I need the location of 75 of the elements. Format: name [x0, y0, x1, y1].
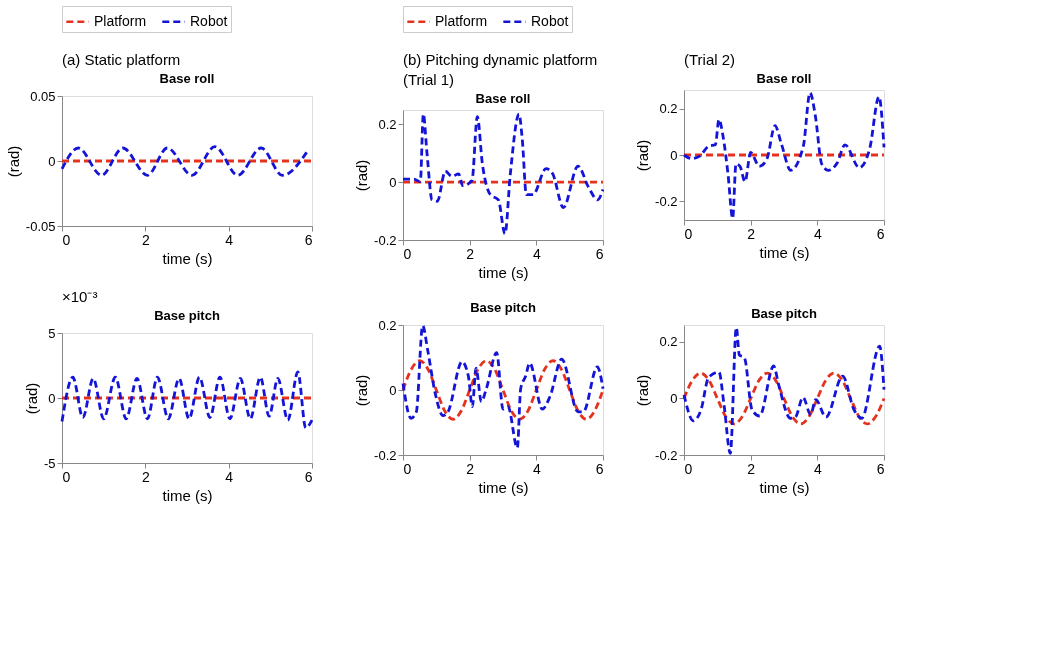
legend-label: Robot — [531, 12, 569, 29]
legend-label: Platform — [435, 12, 488, 29]
x-tick-label: 6 — [304, 231, 313, 248]
legend-label: Robot — [190, 12, 228, 29]
x-tick-label: 4 — [532, 245, 541, 262]
x-tick-label: 2 — [747, 225, 756, 242]
x-tick-label: 0 — [403, 460, 412, 477]
text: (a) Static platform — [62, 51, 181, 68]
y-tick-label: -0.2 — [655, 447, 678, 463]
chart-title: Base roll — [159, 71, 215, 86]
line-series — [60, 370, 314, 430]
y-axis-title: (rad) — [353, 159, 371, 192]
chart-title: Base roll — [756, 71, 812, 86]
y-tick-label: 0 — [670, 147, 678, 163]
y-tick-label: 0.2 — [378, 116, 397, 132]
x-axis-title: time (s) — [162, 249, 213, 267]
x-tick-label: 4 — [532, 460, 541, 477]
x-tick-label: 0 — [684, 460, 693, 477]
text: (Trial 1) — [403, 71, 455, 88]
y-tick-label: 0.2 — [659, 334, 678, 350]
x-axis-title: time (s) — [759, 478, 810, 496]
x-axis-title: time (s) — [478, 263, 529, 281]
y-axis-title: (rad) — [634, 139, 652, 172]
x-axis-title: time (s) — [478, 478, 529, 496]
x-tick-label: 2 — [141, 468, 150, 485]
y-axis-title: (rad) — [4, 145, 22, 178]
chart-title: Base roll — [475, 91, 531, 106]
x-axis-title: time (s) — [759, 243, 810, 261]
y-tick-label: -5 — [43, 455, 56, 471]
x-tick-label: 2 — [747, 460, 756, 477]
x-tick-label: 0 — [684, 225, 693, 242]
line-series — [401, 112, 605, 236]
text: (Trial 2) — [684, 51, 736, 68]
line-series — [60, 145, 310, 177]
y-tick-label: -0.2 — [374, 447, 397, 463]
x-tick-label: 6 — [595, 460, 604, 477]
legend-label: Platform — [94, 12, 147, 29]
y-tick-label: 0.05 — [30, 88, 56, 104]
x-tick-label: 2 — [466, 245, 475, 262]
x-tick-label: 6 — [876, 225, 885, 242]
y-tick-label: 0 — [670, 390, 678, 406]
y-axis-title: (rad) — [634, 374, 652, 407]
x-axis-title: time (s) — [162, 486, 213, 504]
text: ×10⁻³ — [62, 288, 98, 305]
line-series — [401, 324, 605, 450]
x-tick-label: 6 — [304, 468, 313, 485]
y-tick-label: 0 — [48, 153, 56, 169]
x-tick-label: 4 — [813, 460, 822, 477]
y-tick-label: 0 — [389, 382, 397, 398]
y-tick-label: -0.05 — [25, 218, 56, 234]
x-tick-label: 2 — [466, 460, 475, 477]
x-tick-label: 4 — [225, 231, 234, 248]
y-tick-label: 0 — [48, 390, 56, 406]
x-tick-label: 6 — [595, 245, 604, 262]
y-axis-title: (rad) — [353, 374, 371, 407]
x-tick-label: 4 — [225, 468, 234, 485]
y-tick-label: -0.2 — [374, 232, 397, 248]
y-tick-label: 5 — [48, 325, 56, 341]
x-tick-label: 0 — [403, 245, 412, 262]
y-tick-label: 0 — [389, 174, 397, 190]
y-axis-title: (rad) — [22, 382, 40, 415]
x-tick-label: 0 — [62, 231, 71, 248]
y-tick-label: 0.2 — [378, 317, 397, 333]
chart-title: Base pitch — [154, 308, 220, 323]
text: (b) Pitching dynamic platform — [403, 51, 598, 68]
chart-title: Base pitch — [470, 300, 536, 315]
y-tick-label: 0.2 — [659, 101, 678, 117]
line-series — [401, 359, 605, 421]
x-tick-label: 0 — [62, 468, 71, 485]
x-tick-label: 4 — [813, 225, 822, 242]
x-tick-label: 6 — [876, 460, 885, 477]
x-tick-label: 2 — [141, 231, 150, 248]
y-tick-label: -0.2 — [655, 193, 678, 209]
chart-title: Base pitch — [751, 306, 817, 321]
line-series — [682, 371, 886, 426]
